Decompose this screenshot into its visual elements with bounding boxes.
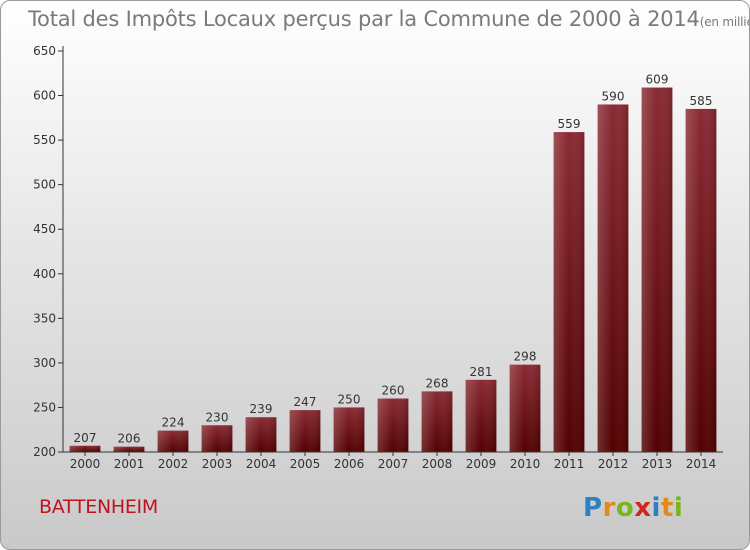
bar-shine (465, 379, 497, 452)
bar-value-label: 224 (162, 416, 185, 430)
y-tick-label: 500 (33, 178, 56, 192)
bar-value-label: 260 (382, 384, 405, 398)
x-tick-label: 2001 (114, 457, 145, 471)
commune-name: BATTENHEIM (39, 496, 158, 518)
bar-value-label: 281 (470, 365, 493, 379)
logo-letter: P (583, 493, 603, 523)
chart-title: Total des Impôts Locaux perçus par la Co… (28, 7, 749, 31)
bar-shine (597, 104, 629, 452)
bar-value-label: 609 (646, 73, 669, 87)
x-tick-label: 2011 (554, 457, 585, 471)
bar-shine (641, 87, 673, 452)
x-tick-label: 2009 (466, 457, 497, 471)
x-tick-label: 2010 (510, 457, 541, 471)
bar-shine (289, 410, 321, 452)
x-tick-label: 2002 (158, 457, 189, 471)
x-tick-label: 2005 (290, 457, 321, 471)
bar-value-label: 207 (74, 431, 97, 445)
logo-letter: r (602, 493, 616, 523)
bar-value-label: 268 (426, 376, 449, 390)
bar-value-label: 239 (250, 402, 273, 416)
x-tick-label: 2000 (70, 457, 101, 471)
y-tick-label: 250 (33, 400, 56, 414)
bar-value-label: 590 (602, 89, 625, 103)
y-tick-label: 200 (33, 445, 56, 459)
bar-shine (69, 445, 101, 452)
x-tick-label: 2008 (422, 457, 453, 471)
bar-value-label: 559 (558, 117, 581, 131)
x-tick-label: 2007 (378, 457, 409, 471)
chart-title-text: Total des Impôts Locaux perçus par la Co… (28, 7, 700, 31)
bar-shine (157, 430, 189, 452)
logo-letter: i (673, 493, 684, 523)
bar-shine (113, 446, 145, 452)
logo-letter: x (634, 493, 652, 523)
y-tick-label: 650 (33, 44, 56, 58)
bar-value-label: 585 (690, 94, 713, 108)
bar-value-label: 230 (206, 410, 229, 424)
bar-shine (421, 391, 453, 452)
bar-shine (685, 108, 717, 452)
chart-title-unit: (en milliers d'€) (699, 15, 749, 29)
y-tick-label: 550 (33, 133, 56, 147)
y-tick-label: 400 (33, 267, 56, 281)
x-tick-label: 2013 (642, 457, 673, 471)
x-tick-label: 2006 (334, 457, 365, 471)
x-tick-label: 2014 (686, 457, 717, 471)
x-tick-label: 2012 (598, 457, 629, 471)
x-tick-label: 2003 (202, 457, 233, 471)
bar-value-label: 298 (514, 350, 537, 364)
proxiti-logo: Proxiti (583, 493, 683, 523)
x-tick-label: 2004 (246, 457, 277, 471)
y-tick-label: 600 (33, 89, 56, 103)
logo-letter: o (615, 493, 635, 523)
bar-shine (245, 417, 277, 452)
y-tick-label: 350 (33, 311, 56, 325)
bar-shine (201, 425, 233, 452)
bar-shine (509, 364, 541, 452)
bar-shine (553, 132, 585, 452)
bar-value-label: 247 (294, 395, 317, 409)
logo-letter: i (651, 493, 661, 523)
bar-value-label: 206 (118, 432, 141, 446)
y-tick-label: 300 (33, 356, 56, 370)
bar-value-label: 250 (338, 392, 361, 406)
logo-letter: t (660, 493, 674, 523)
bar-shine (333, 407, 365, 452)
bar-shine (377, 398, 409, 452)
y-tick-label: 450 (33, 222, 56, 236)
